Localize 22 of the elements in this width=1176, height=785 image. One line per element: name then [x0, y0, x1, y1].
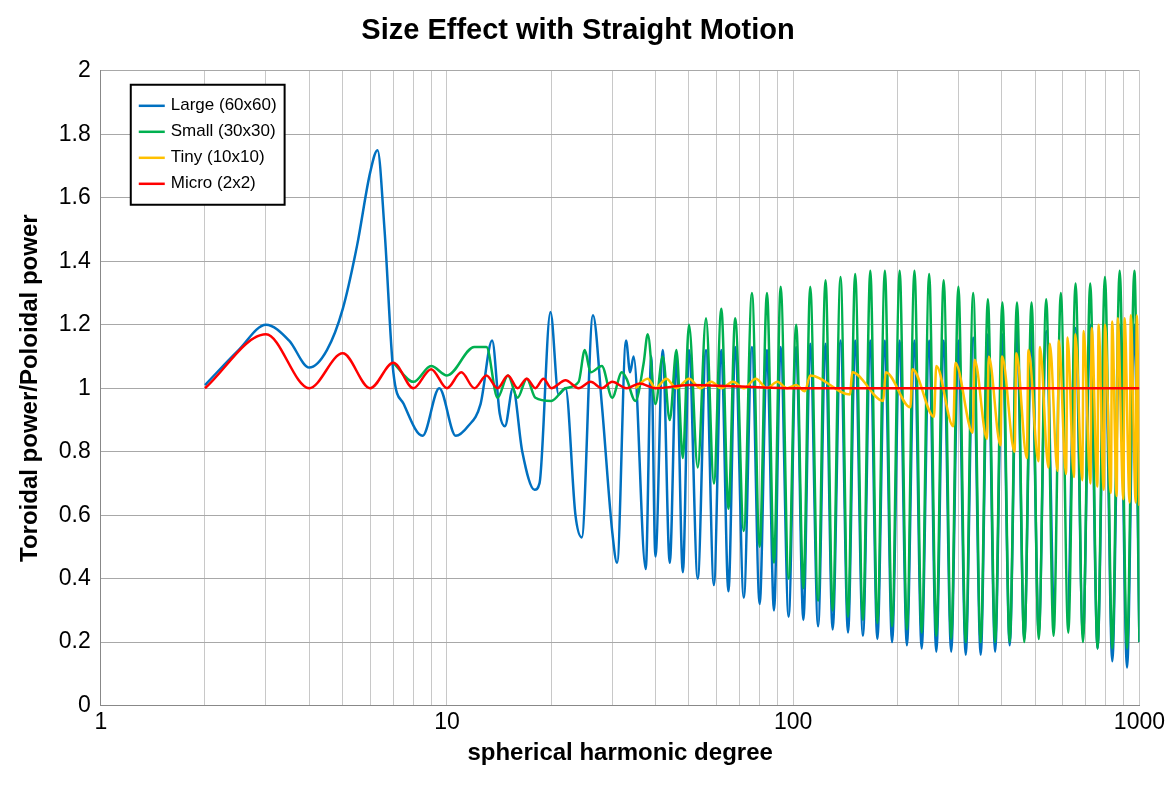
y-tick-label: 1.4 [58, 246, 91, 273]
y-tick-label: 0.4 [58, 563, 91, 590]
y-tick-label: 2 [77, 56, 91, 83]
y-tick-label: 0.8 [58, 437, 91, 464]
y-axis-title: Toroidal power/Poloidal power [15, 214, 43, 562]
x-tick-label: 10 [434, 707, 460, 734]
x-tick-label: 100 [774, 707, 813, 734]
y-tick-label: 0.2 [58, 627, 91, 654]
y-tick-label: 0.6 [58, 500, 91, 527]
x-tick-label: 1 [94, 707, 108, 734]
legend-label: Tiny (10x10) [170, 147, 265, 167]
y-tick-label: 1 [77, 373, 91, 400]
y-tick-label: 0 [77, 690, 91, 717]
legend-label: Large (60x60) [170, 95, 277, 115]
x-tick-label: 1000 [1113, 707, 1165, 734]
legend-label: Micro (2x2) [170, 173, 256, 193]
y-tick-label: 1.6 [58, 183, 91, 210]
y-tick-label: 1.2 [58, 310, 91, 337]
chart-title: Size Effect with Straight Motion [361, 13, 795, 46]
y-tick-label: 1.8 [58, 119, 91, 146]
x-axis-title: spherical harmonic degree [467, 738, 773, 766]
legend-label: Small (30x30) [170, 121, 276, 141]
